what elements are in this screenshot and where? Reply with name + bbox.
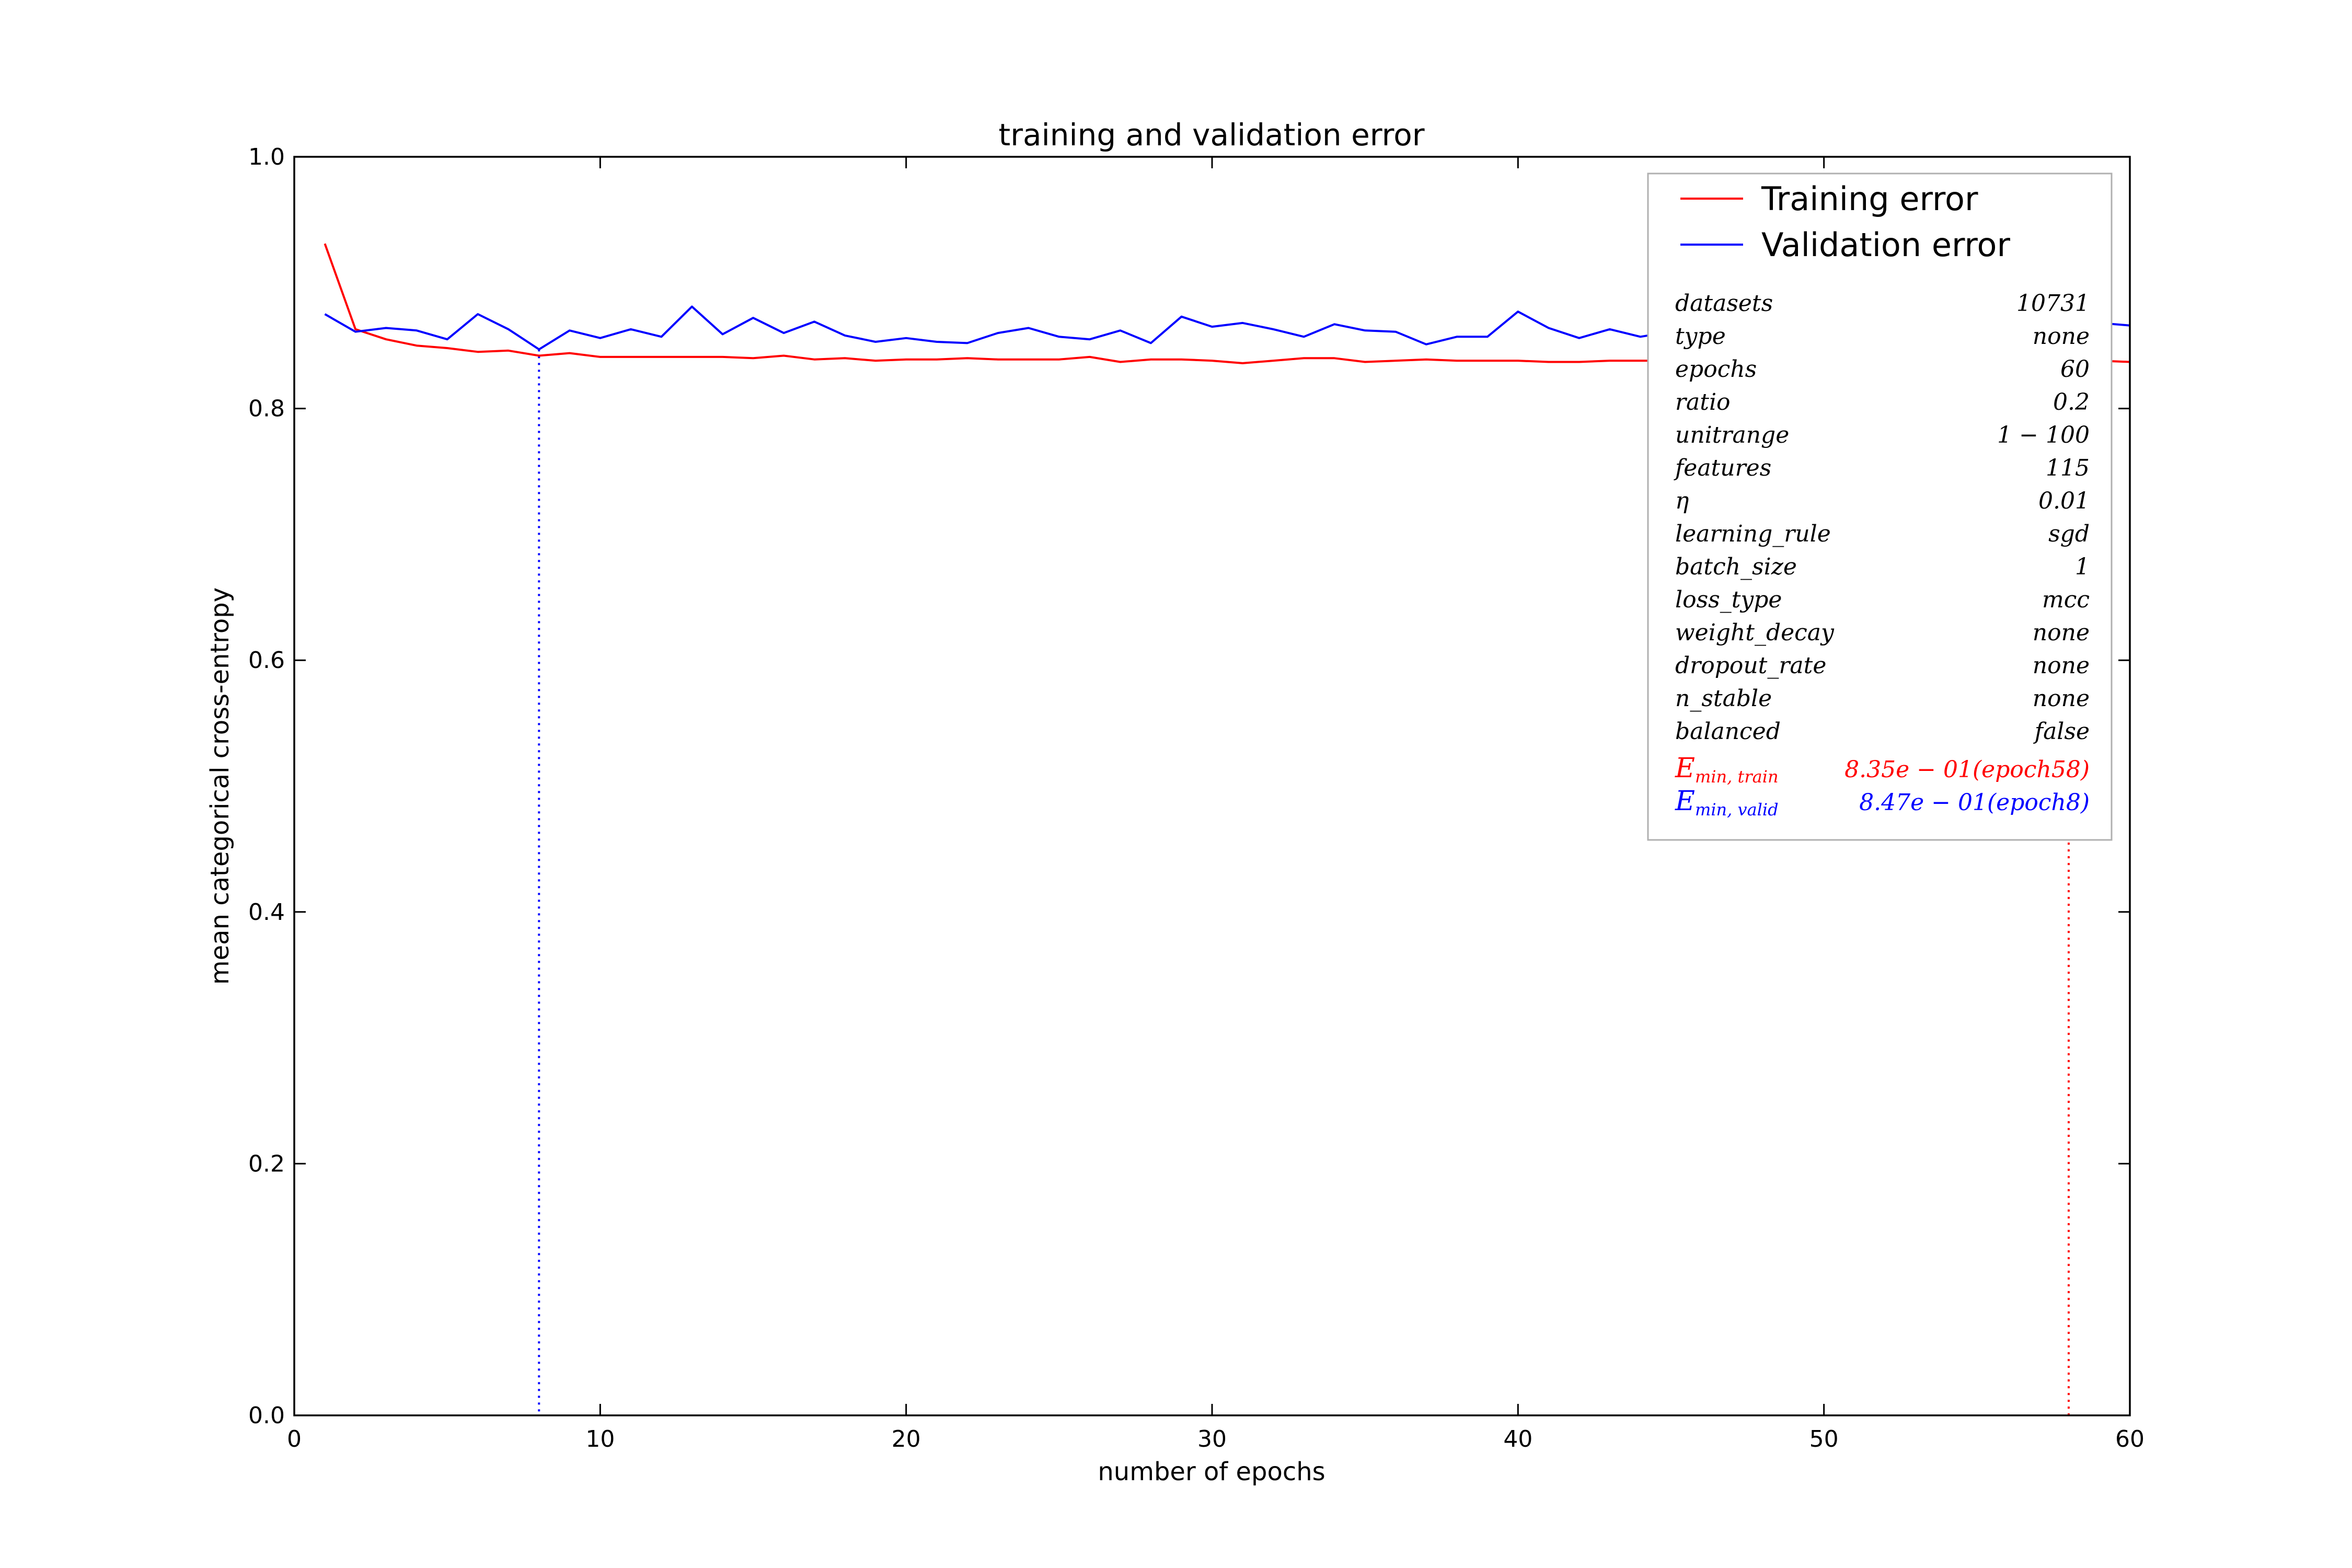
param-value-12: none — [2033, 685, 2090, 712]
chart-title: training and validation error — [998, 117, 1424, 153]
x-tick-label-50: 50 — [1809, 1426, 1839, 1452]
param-value-7: sgd — [2048, 521, 2090, 547]
x-axis-label: number of epochs — [1098, 1457, 1325, 1486]
param-value-13: false — [2033, 718, 2090, 745]
param-key-6: η — [1675, 488, 1689, 514]
param-key-7: learning_rule — [1675, 521, 1831, 547]
y-tick-label-0.2: 0.2 — [248, 1150, 285, 1177]
param-value-11: none — [2033, 652, 2090, 679]
y-tick-label-0.8: 0.8 — [248, 396, 285, 422]
minima-value-0: 8.35e − 01(epoch58) — [1844, 756, 2090, 783]
legend-parameters: datasets 10731 type none epochs 60 ratio 0.2 uni… — [1674, 290, 2090, 820]
param-key-10: weight_decay — [1675, 619, 1835, 646]
y-tick-label-1.0: 1.0 — [248, 144, 285, 170]
param-key-8: batch_size — [1675, 554, 1797, 580]
param-key-5: features — [1674, 455, 1771, 481]
param-key-9: loss_type — [1675, 586, 1782, 613]
legend-box — [1647, 172, 2113, 841]
param-key-1: type — [1675, 323, 1726, 350]
param-value-2: 60 — [2060, 356, 2090, 383]
param-value-3: 0.2 — [2053, 389, 2090, 416]
param-key-3: ratio — [1675, 389, 1731, 416]
param-key-0: datasets — [1675, 290, 1773, 317]
minima-value-1: 8.47e − 01(epoch8) — [1859, 789, 2090, 816]
param-value-1: none — [2033, 323, 2090, 350]
param-value-6: 0.01 — [2038, 488, 2090, 514]
param-key-12: n_stable — [1675, 685, 1772, 712]
y-tick-label-0.6: 0.6 — [248, 647, 285, 674]
param-value-0: 10731 — [2016, 290, 2090, 317]
legend-validation-label: Validation error — [1761, 226, 2010, 264]
param-value-9: mcc — [2042, 586, 2090, 613]
param-value-5: 115 — [2046, 455, 2090, 481]
legend: Training error Validation error datasets… — [1647, 172, 2113, 841]
x-tick-label-10: 10 — [585, 1426, 615, 1452]
param-value-10: none — [2033, 619, 2090, 646]
minima-key-0: Emin, train — [1675, 753, 1779, 787]
x-tick-label-0: 0 — [287, 1426, 302, 1452]
y-axis-label: mean categorical cross-entropy — [205, 587, 235, 985]
x-tick-label-30: 30 — [1197, 1426, 1227, 1452]
minima-key-1: Emin, valid — [1675, 786, 1779, 820]
x-tick-label-40: 40 — [1503, 1426, 1532, 1452]
axis-ticks: 0 10 20 30 40 50 60 0.0 0.2 0.4 0.6 0.8 1.0 — [248, 144, 2145, 1452]
param-value-8: 1 — [2075, 554, 2090, 580]
x-tick-label-20: 20 — [892, 1426, 921, 1452]
param-key-2: epochs — [1675, 356, 1757, 383]
param-key-4: unitrange — [1675, 422, 1789, 448]
y-tick-label-0.0: 0.0 — [248, 1402, 285, 1429]
legend-training-label: Training error — [1761, 180, 1978, 218]
param-value-4: 1 − 100 — [1997, 422, 2090, 448]
param-key-11: dropout_rate — [1675, 652, 1826, 679]
x-tick-label-60: 60 — [2115, 1426, 2145, 1452]
param-key-13: balanced — [1675, 718, 1781, 745]
y-tick-label-0.4: 0.4 — [248, 899, 285, 926]
